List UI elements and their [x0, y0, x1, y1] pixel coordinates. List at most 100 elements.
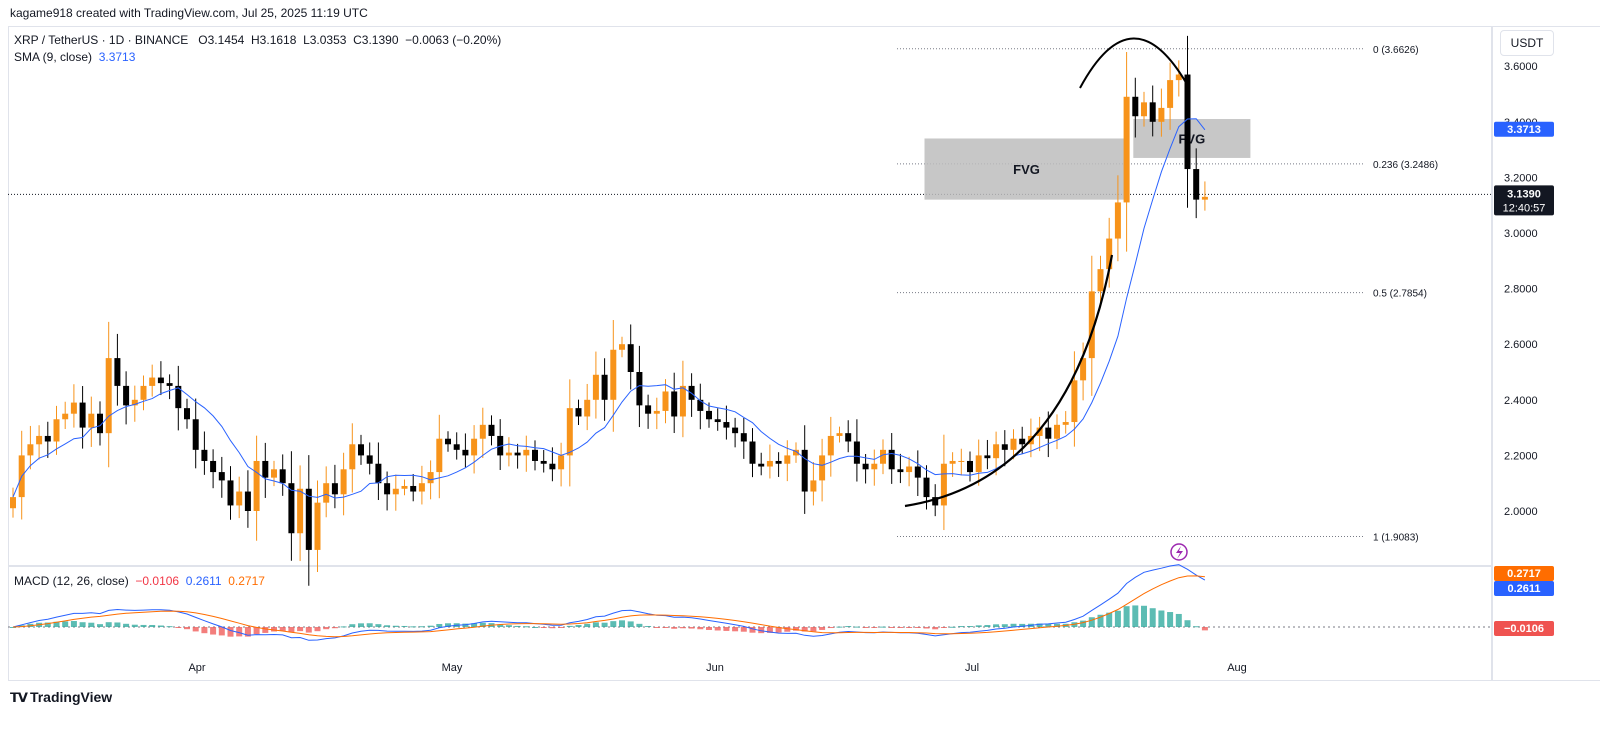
x-tick-2: Jun — [706, 662, 724, 674]
macd-hist-bar-131 — [1149, 608, 1156, 627]
candle-body-80 — [706, 410, 712, 420]
y-tick-2: 2.4000 — [1504, 395, 1538, 407]
macd-hist-bar-113 — [993, 624, 1000, 627]
candle-body-40 — [358, 444, 364, 456]
macd-hist-bar-37 — [331, 627, 338, 629]
macd-hist-bar-68 — [601, 622, 608, 627]
candle-body-93 — [819, 455, 826, 481]
macd-hist-bar-137 — [1201, 627, 1208, 631]
currency-button[interactable]: USDT — [1500, 30, 1554, 56]
macd-hist-bar-24 — [218, 627, 225, 636]
candle-body-27 — [244, 491, 251, 511]
macd-hist-bar-13 — [123, 623, 130, 627]
candle-body-68 — [601, 374, 608, 400]
candle-body-7 — [70, 402, 77, 414]
candle-body-108 — [949, 460, 956, 464]
candle-body-124 — [1088, 291, 1095, 359]
fvg-zone-0 — [924, 138, 1129, 200]
macd-hist-bar-12 — [114, 622, 121, 627]
macd-signal-badge: 0.2717 — [1507, 568, 1541, 580]
y-tick-1: 2.2000 — [1504, 450, 1538, 462]
candle-body-39 — [349, 444, 356, 470]
macd-hist-bar-72 — [636, 623, 643, 627]
candle-body-91 — [801, 449, 808, 492]
chart-caption: kagame918 created with TradingView.com, … — [10, 6, 368, 20]
high-value: H3.1618 — [251, 33, 297, 47]
macd-hist-bar-75 — [662, 627, 669, 628]
candle-body-84 — [740, 433, 747, 442]
macd-hist-bar-88 — [775, 627, 782, 633]
macd-hist-bar-46 — [410, 626, 417, 628]
candle-body-5 — [53, 419, 60, 442]
macd-legend[interactable]: MACD (12, 26, close) −0.0106 0.2611 0.27… — [14, 574, 265, 588]
macd-hist-bar-27 — [244, 627, 251, 637]
candle-body-129 — [1132, 96, 1139, 117]
candle-body-20 — [184, 408, 190, 420]
macd-hist-bar-15 — [140, 624, 147, 627]
macd-hist-bar-112 — [984, 625, 991, 627]
candle-body-35 — [314, 502, 321, 550]
candle-body-112 — [984, 455, 991, 459]
candle-body-73 — [645, 405, 652, 414]
candle-body-88 — [775, 460, 782, 464]
macd-hist-bar-77 — [679, 627, 686, 629]
candle-body-28 — [253, 460, 260, 511]
candle-body-85 — [749, 441, 756, 464]
macd-hist-bar-130 — [1141, 605, 1147, 627]
macd-hist-bar-127 — [1114, 610, 1121, 627]
macd-hist-bar-119 — [1045, 623, 1052, 627]
candle-body-96 — [845, 433, 852, 442]
macd-hist-bar-59 — [523, 626, 530, 628]
macd-hist-bar-73 — [645, 625, 652, 627]
candle-body-70 — [619, 344, 625, 350]
macd-hist-bar-30 — [271, 627, 277, 632]
macd-line — [12, 564, 1206, 641]
candle-body-33 — [297, 488, 304, 534]
candle-body-66 — [584, 399, 591, 417]
candle-body-120 — [1054, 424, 1060, 439]
macd-signal-line — [12, 575, 1205, 638]
sma-legend[interactable]: SMA (9, close) 3.3713 — [14, 50, 135, 64]
candle-body-42 — [375, 463, 382, 484]
macd-hist-bar-93 — [819, 627, 826, 630]
macd-hist-bar-116 — [1019, 623, 1026, 627]
symbol-name[interactable]: XRP / TetherUS · 1D · BINANCE — [14, 33, 189, 47]
rounded-top-arc — [1079, 37, 1189, 89]
macd-hist-bar-89 — [784, 627, 791, 632]
macd-hist-bar-22 — [201, 627, 208, 634]
candle-body-105 — [923, 477, 930, 498]
price-pane[interactable] — [8, 26, 1492, 566]
sma-value: 3.3713 — [98, 50, 136, 64]
candle-body-36 — [323, 483, 330, 503]
candle-body-37 — [331, 483, 338, 495]
macd-hist-bar-106 — [932, 627, 939, 630]
macd-hist-bar-85 — [749, 627, 756, 633]
candle-body-107 — [940, 463, 947, 506]
candle-body-29 — [262, 460, 269, 478]
brand-name: TradingView — [29, 689, 113, 705]
macd-hist-bar-23 — [210, 627, 217, 635]
candle-body-6 — [62, 413, 69, 420]
macd-hist-bar-66 — [584, 623, 591, 627]
last-price-badge: 3.1390 — [1507, 188, 1541, 200]
parabolic-curve — [904, 254, 1114, 508]
candle-body-94 — [827, 435, 834, 456]
macd-hist-bar-136 — [1193, 626, 1200, 628]
macd-hist-bar-54 — [479, 622, 486, 627]
candle-body-17 — [157, 377, 164, 384]
macd-hist-bar-123 — [1080, 620, 1087, 627]
macd-hist-bar-125 — [1097, 614, 1104, 627]
tradingview-brand[interactable]: 𝗧𝗩 TradingView — [10, 689, 112, 706]
candle-body-44 — [392, 488, 399, 495]
macd-hist-bar-90 — [793, 627, 799, 631]
candle-body-106 — [932, 497, 939, 506]
macd-hist-bar-105 — [923, 627, 930, 629]
macd-pane[interactable] — [8, 566, 1492, 681]
price-scale[interactable] — [1492, 26, 1600, 681]
candle-body-99 — [871, 463, 878, 470]
macd-hist-bar-79 — [697, 627, 704, 630]
macd-hist-bar-65 — [575, 624, 582, 627]
candle-body-60 — [532, 449, 538, 461]
low-value: L3.0353 — [303, 33, 347, 47]
